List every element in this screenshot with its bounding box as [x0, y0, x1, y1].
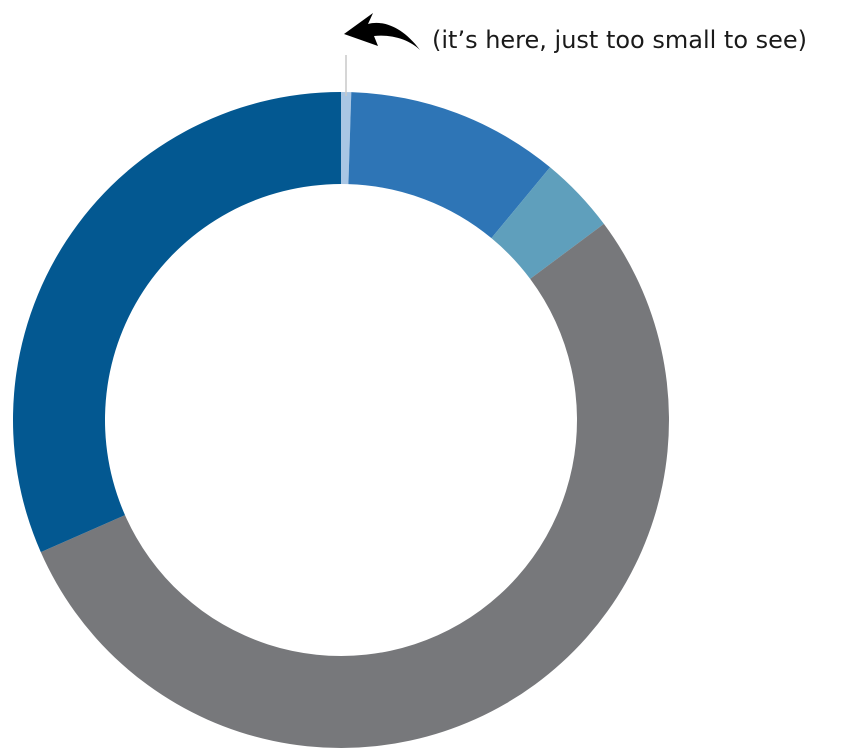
donut-slice-2: [348, 92, 551, 239]
donut-slice-1: [341, 92, 352, 185]
annotation-label: (it’s here, just too small to see): [432, 26, 808, 54]
donut-slice-3: [491, 167, 604, 279]
donut-slice-4: [40, 223, 669, 749]
curved-arrow-icon: [344, 13, 420, 50]
donut-slices: [13, 92, 669, 749]
donut-slice-5: [13, 92, 342, 553]
